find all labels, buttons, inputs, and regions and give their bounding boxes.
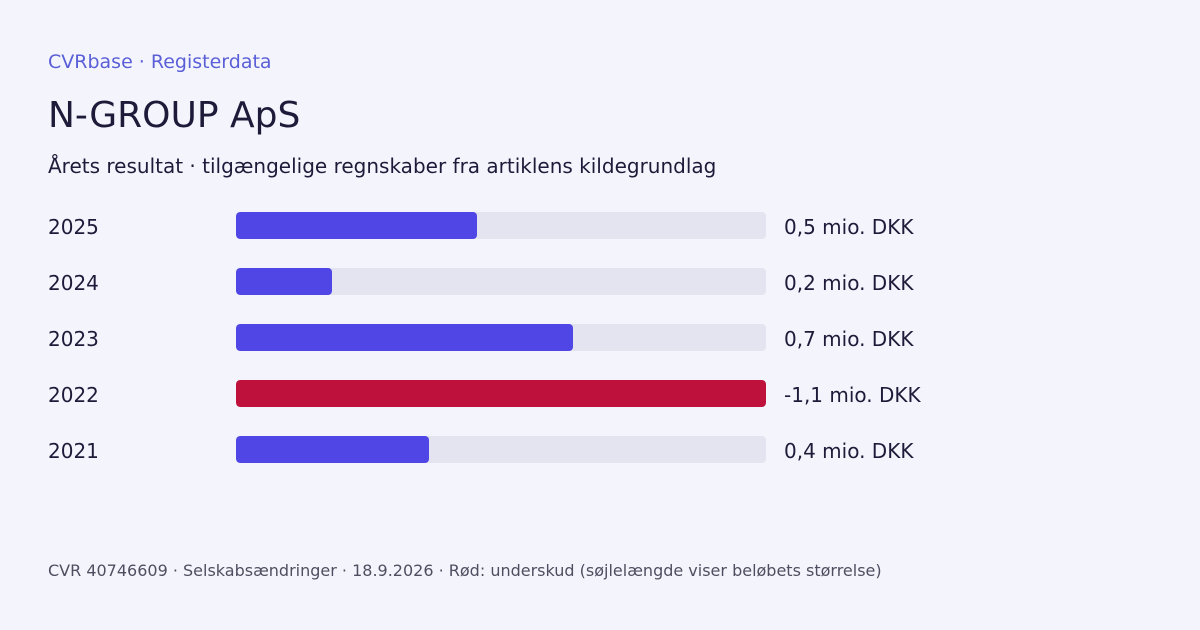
value-label: -1,1 mio. DKK xyxy=(784,383,921,407)
bar-positive xyxy=(236,268,333,295)
value-label: 0,7 mio. DKK xyxy=(784,327,914,351)
value-label: 0,2 mio. DKK xyxy=(784,271,914,295)
footer-note: CVR 40746609 · Selskabsændringer · 18.9.… xyxy=(48,561,882,580)
bar-positive xyxy=(236,324,574,351)
value-label: 0,4 mio. DKK xyxy=(784,439,914,463)
value-label: 0,5 mio. DKK xyxy=(784,215,914,239)
bar-track xyxy=(236,436,766,463)
bar-positive xyxy=(236,212,477,239)
category-label: 2022 xyxy=(48,383,99,407)
bar-row: 2023 0,7 mio. DKK xyxy=(48,324,1148,380)
category-label: 2025 xyxy=(48,215,99,239)
category-label: 2024 xyxy=(48,271,99,295)
bar-track xyxy=(236,268,766,295)
bar-positive xyxy=(236,436,429,463)
bar-row: 2022 -1,1 mio. DKK xyxy=(48,380,1148,436)
brand-label: CVRbase · Registerdata xyxy=(48,51,272,73)
bar-chart: 2025 0,5 mio. DKK 2024 0,2 mio. DKK 2023 0,7 … xyxy=(48,212,1148,492)
bar-row: 2021 0,4 mio. DKK xyxy=(48,436,1148,492)
category-label: 2021 xyxy=(48,439,99,463)
page-title: N-GROUP ApS xyxy=(48,95,301,136)
bar-track xyxy=(236,380,766,407)
category-label: 2023 xyxy=(48,327,99,351)
bar-negative xyxy=(236,380,766,407)
bar-row: 2025 0,5 mio. DKK xyxy=(48,212,1148,268)
bar-track xyxy=(236,324,766,351)
bar-track xyxy=(236,212,766,239)
bar-row: 2024 0,2 mio. DKK xyxy=(48,268,1148,324)
chart-subtitle: Årets resultat · tilgængelige regnskaber… xyxy=(48,154,717,178)
